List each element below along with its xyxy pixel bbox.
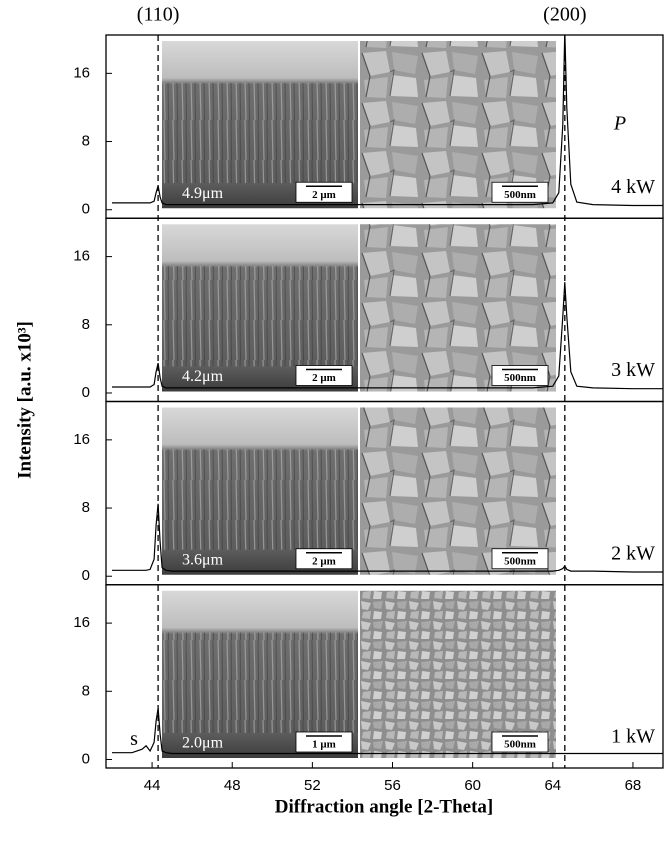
panel-label: 3 kW [611,359,655,381]
y-tick-label: 8 [82,499,90,516]
y-tick-label: 0 [82,384,90,401]
cross-scale-bar-box [295,365,353,386]
top-scale-bar-box [491,548,549,570]
y-tick-label: 8 [82,133,90,150]
thickness-label: 2.0μm [182,735,224,752]
cross-scale-bar-box [295,548,353,570]
x-tick-label: 64 [544,777,561,794]
top-view-image [360,590,556,758]
peak-label: s [130,728,138,750]
top-scale-bar-box [491,731,549,753]
y-tick-label: 16 [73,614,90,631]
xrd-line [112,282,663,390]
y-axis-title: Intensity [a.u. x10³] [14,321,35,479]
y-tick-label: 0 [82,567,90,584]
thickness-label: 4.2μm [182,368,224,385]
x-axis-title: Diffraction angle [2-Theta] [275,796,493,817]
x-tick-label: 68 [625,777,642,794]
cross-scale-bar: 2 μm [312,372,336,384]
cross-section-texture [162,266,358,367]
cross-scale-bar-box [295,731,353,753]
cross-scale-bar: 2 μm [312,189,336,201]
cross-section-texture [162,82,358,184]
top-scale-bar-box [491,181,549,203]
reference-label: (200) [543,4,586,26]
y-tick-label: 8 [82,682,90,699]
panel-frame [105,584,664,769]
cross-section-texture [162,632,358,733]
xrd-line [112,708,663,755]
top-scale-bar: 500nm [504,189,536,201]
y-tick-label: 0 [82,750,90,767]
panel-label: 2 kW [611,542,655,564]
thickness-label: 4.9μm [182,185,224,202]
top-scale-bar-box [491,365,549,386]
reference-label: (110) [137,4,180,26]
xrd-line [112,503,663,573]
y-tick-label: 16 [73,431,90,448]
top-view-image [360,407,556,575]
top-scale-bar: 500nm [504,739,536,751]
top-view-image [360,41,556,209]
y-tick-label: 8 [82,316,90,333]
x-tick-label: 56 [384,777,401,794]
y-tick-label: 0 [82,201,90,218]
cross-scale-bar: 1 μm [312,739,336,751]
x-tick-label: 44 [144,777,161,794]
y-tick-label: 16 [73,248,90,265]
x-tick-label: 48 [224,777,241,794]
cross-scale-bar: 2 μm [312,555,336,567]
xrd-line [112,35,663,207]
y-tick-label: 16 [73,64,90,81]
top-scale-bar: 500nm [504,555,536,567]
top-scale-bar: 500nm [504,372,536,384]
thickness-label: 3.6μm [182,551,224,568]
x-tick-label: 52 [304,777,321,794]
panel-label: 1 kW [611,726,655,748]
panel-label: 4 kW [611,176,655,198]
top-view-image [360,224,556,392]
cross-scale-bar-box [295,181,353,203]
cross-section-texture [162,449,358,550]
parameter-label: P [613,113,626,135]
x-tick-label: 60 [464,777,481,794]
